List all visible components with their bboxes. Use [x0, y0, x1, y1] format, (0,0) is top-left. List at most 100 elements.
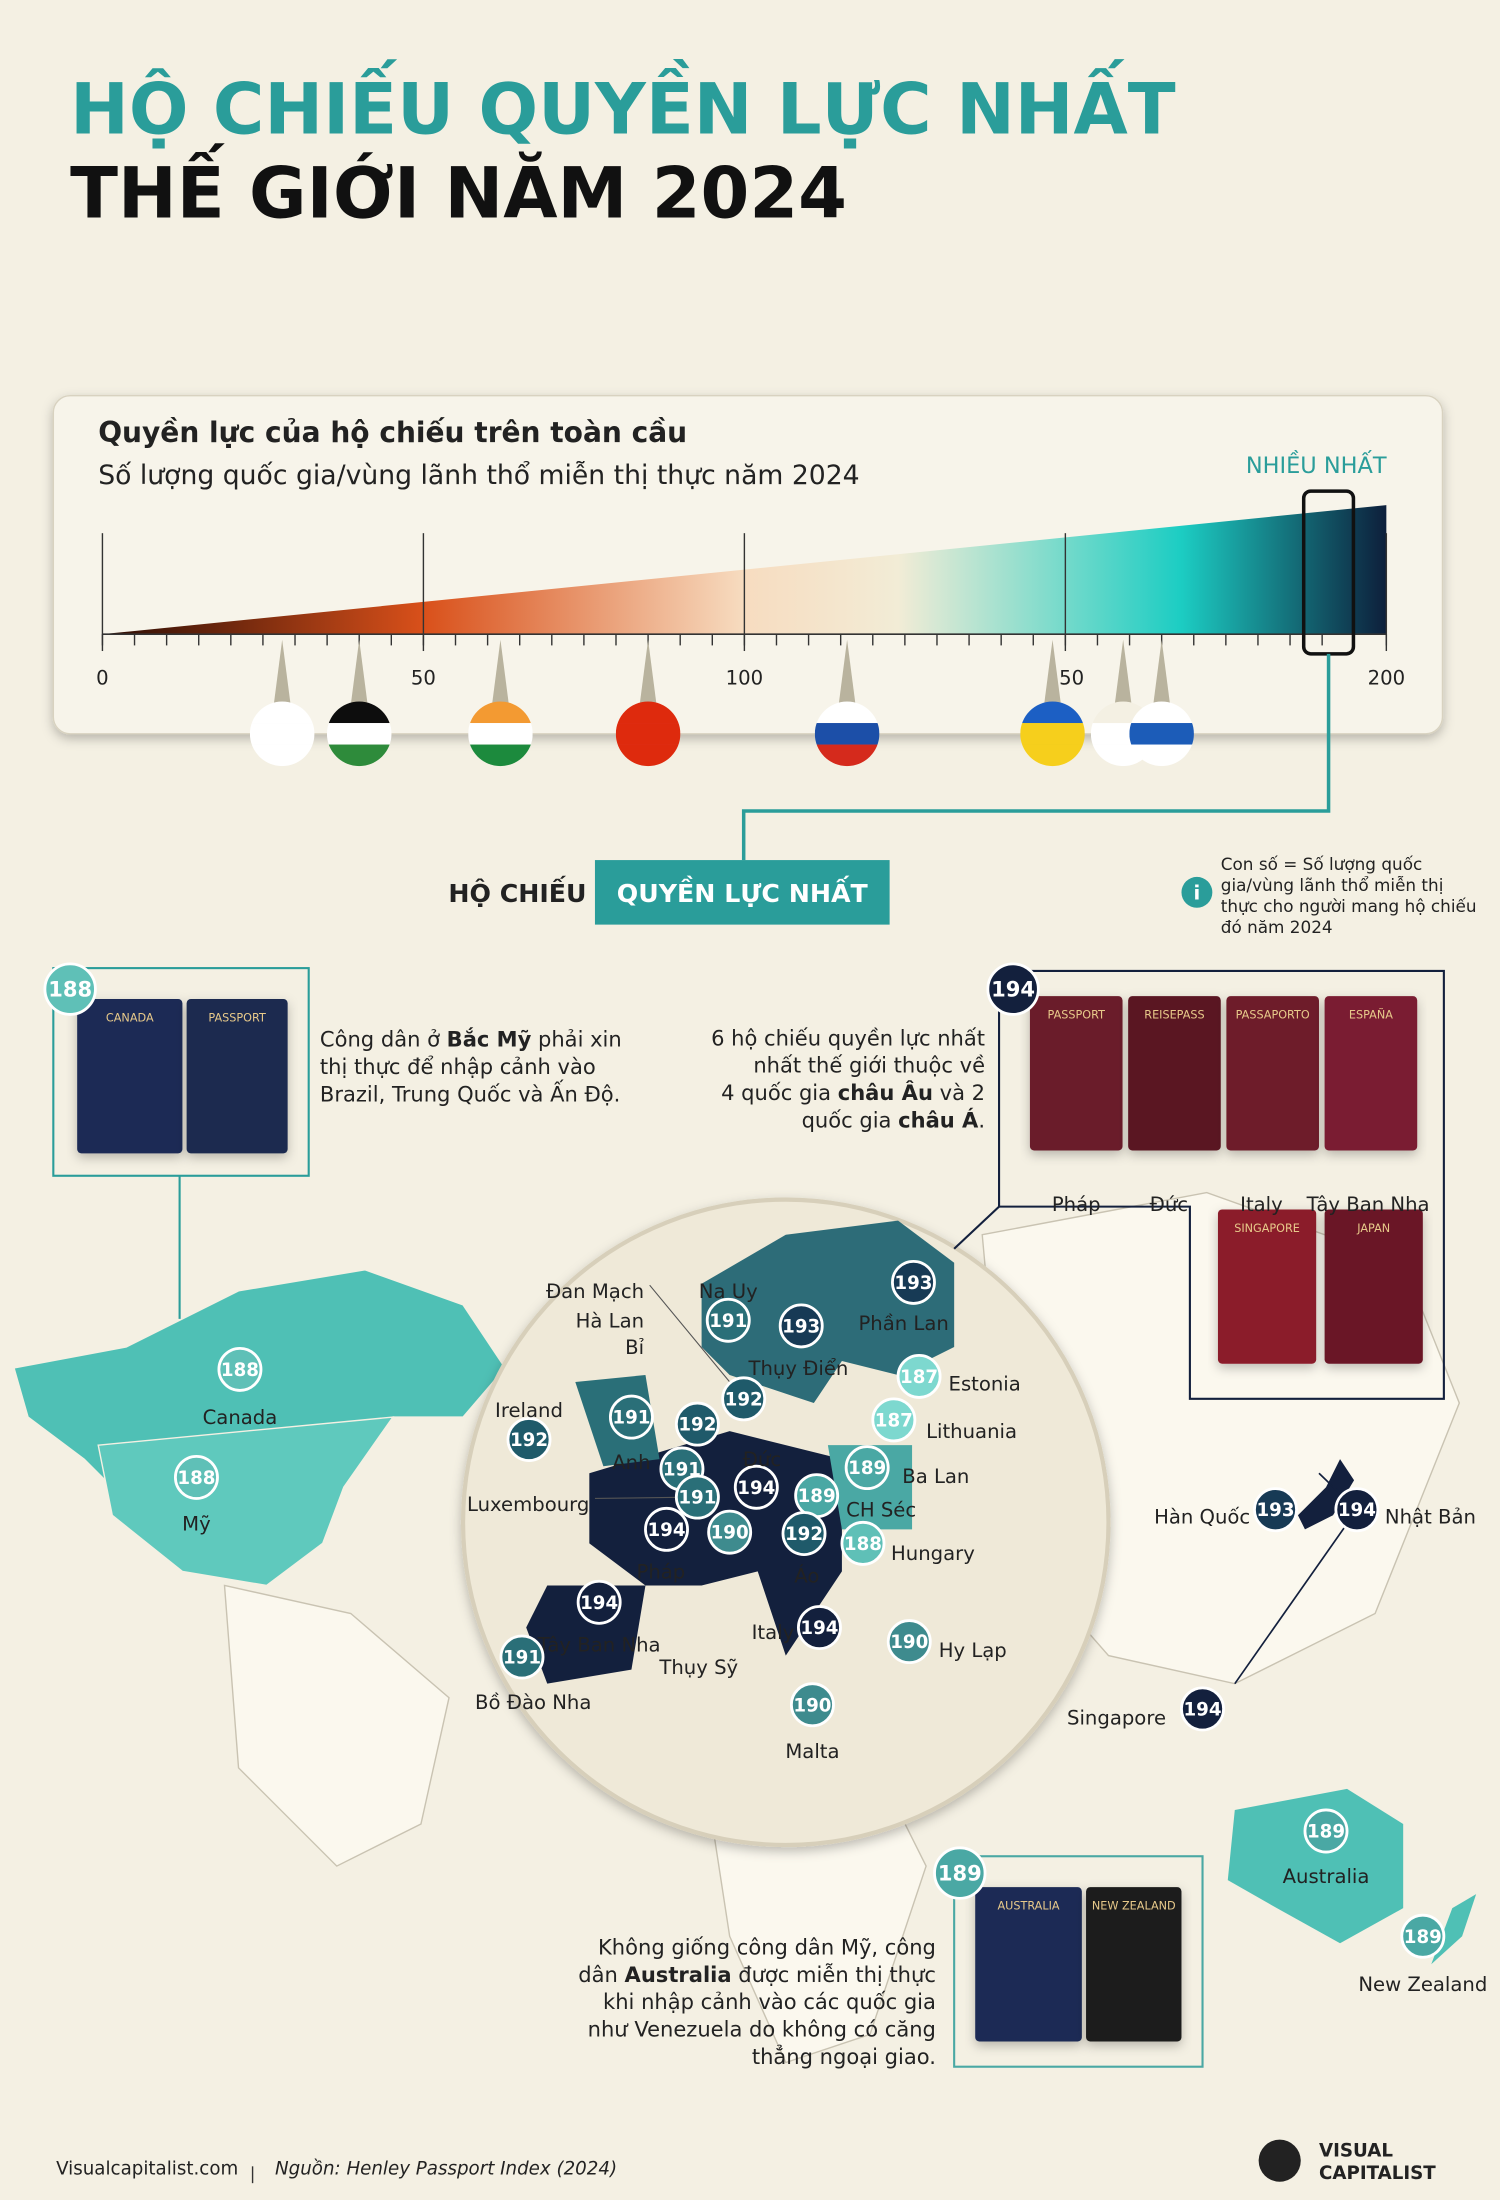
flag-stripe: [249, 701, 315, 724]
flag-stripe: [468, 744, 533, 767]
country-label: New Zealand: [1358, 1973, 1487, 1996]
flag: [468, 701, 533, 767]
badge-value: 187: [900, 1367, 938, 1388]
flag-stripe: [249, 723, 315, 745]
marker-pointer: [1151, 639, 1172, 716]
badge: [705, 1297, 751, 1343]
flag-stripe: [326, 744, 392, 767]
badge: [896, 1353, 942, 1399]
badge-value: 190: [711, 1523, 749, 1544]
country-label: Đan Mạch: [546, 1280, 644, 1303]
paragraph-line: quốc gia châu Á.: [802, 1107, 985, 1132]
na-panel: [52, 967, 310, 1177]
passport: [1029, 996, 1123, 1151]
bold-run: châu Âu: [838, 1080, 933, 1105]
badge-value: 189: [938, 1861, 982, 1886]
badge: [608, 1394, 654, 1440]
badge: [1303, 1808, 1349, 1854]
badge-value: 188: [177, 1468, 215, 1489]
badge-value: 188: [48, 977, 92, 1002]
paragraph-line: dân Australia được miễn thị thực: [578, 1962, 936, 1987]
country-label: Estonia: [949, 1372, 1021, 1395]
passport-text: AUSTRALIA: [997, 1900, 1059, 1913]
brand-1: VISUAL: [1319, 2141, 1393, 2162]
badge-value: 188: [844, 1534, 882, 1555]
flag-stripe: [1129, 723, 1194, 745]
badge-value: 193: [894, 1273, 932, 1294]
paragraph-line: như Venezuela do không có căng: [588, 2017, 936, 2042]
passport: [1217, 1209, 1317, 1364]
badge: [891, 1259, 936, 1305]
text-run: Không giống công dân Mỹ, công: [598, 1934, 936, 1959]
badge: [789, 1682, 835, 1728]
badge: [986, 962, 1040, 1016]
text-run: dân: [578, 1962, 624, 1987]
footer-source: Nguồn: Henley Passport Index (2024): [275, 2159, 617, 2180]
flag-stripe: [1129, 701, 1194, 724]
text-run: thị thực để nhập cảnh vào: [320, 1054, 596, 1079]
marker-pointer: [490, 639, 511, 716]
paragraph-line: nhất thế giới thuộc về: [753, 1053, 985, 1078]
info-line: Con số = Số lượng quốc: [1221, 854, 1422, 874]
flag-stripe: [326, 701, 392, 724]
badge: [1253, 1487, 1298, 1533]
country-label: Đức: [743, 1448, 781, 1471]
info-icon: [1181, 876, 1213, 908]
passport: [1086, 1887, 1182, 2042]
passport-text: ESPAÑA: [1349, 1009, 1393, 1022]
tick-label: 50: [411, 667, 436, 690]
country-label: Luxembourg: [467, 1493, 589, 1516]
marker-pointer: [837, 639, 857, 716]
badge: [576, 1579, 622, 1625]
badge-value: 191: [503, 1648, 541, 1669]
country-label: Hàn Quốc: [1154, 1506, 1250, 1529]
badge: [644, 1506, 689, 1552]
flag-stripe: [814, 744, 880, 767]
flag-stripe: [1129, 744, 1194, 767]
badge-value: 188: [221, 1360, 259, 1381]
flag: [615, 701, 681, 767]
badge-value: 191: [709, 1311, 747, 1332]
flag-stripe: [1020, 701, 1085, 724]
marker-pointer: [272, 639, 293, 716]
tick-label: 200: [1368, 667, 1405, 690]
brand-logo: [1258, 2139, 1301, 2182]
scale-title: Quyền lực của hộ chiếu trên toàn cầu: [98, 416, 687, 449]
badge: [499, 1634, 545, 1680]
info-line: đó năm 2024: [1221, 917, 1333, 937]
badge-value: 192: [725, 1389, 763, 1410]
brand-2: CAPITALIST: [1319, 2163, 1436, 2184]
badge-value: 191: [612, 1408, 650, 1429]
scale-panel: [52, 394, 1444, 735]
country-label: Anh: [612, 1451, 650, 1474]
connector: [741, 653, 1331, 861]
badge: [886, 1619, 932, 1665]
country-label: Tây Ban Nha: [537, 1633, 661, 1656]
country-label: Hà Lan: [576, 1309, 644, 1332]
country-label: Bỉ: [625, 1336, 644, 1359]
flag-stripe: [468, 723, 533, 745]
badge: [674, 1474, 720, 1520]
flag-stripe: [1020, 744, 1085, 767]
marker-pointer: [1042, 639, 1063, 716]
badge: [43, 962, 97, 1016]
flag: [814, 701, 880, 767]
country-label: Italy: [752, 1621, 795, 1644]
badge: [1334, 1487, 1380, 1533]
country-label: Hungary: [891, 1542, 975, 1565]
footer-site: Visualcapitalist.com: [56, 2159, 238, 2180]
top6-country: Tây Ban Nha: [1306, 1193, 1430, 1216]
country-label: Mỹ: [182, 1513, 211, 1536]
country-label: Pháp: [637, 1560, 686, 1583]
country-label: Canada: [203, 1406, 278, 1429]
paragraph-line: 4 quốc gia châu Âu và 2: [721, 1080, 985, 1105]
badge-value: 193: [1256, 1500, 1294, 1521]
badge-value: 194: [800, 1618, 838, 1639]
text-run: phải xin: [531, 1027, 621, 1052]
flag: [1020, 701, 1085, 767]
passport-text: PASSAPORTO: [1236, 1009, 1310, 1022]
flag: [249, 701, 315, 767]
top6-country: Pháp: [1052, 1193, 1101, 1216]
country-label: Thụy Điển: [747, 1357, 848, 1380]
country-label: Áo: [794, 1565, 819, 1588]
